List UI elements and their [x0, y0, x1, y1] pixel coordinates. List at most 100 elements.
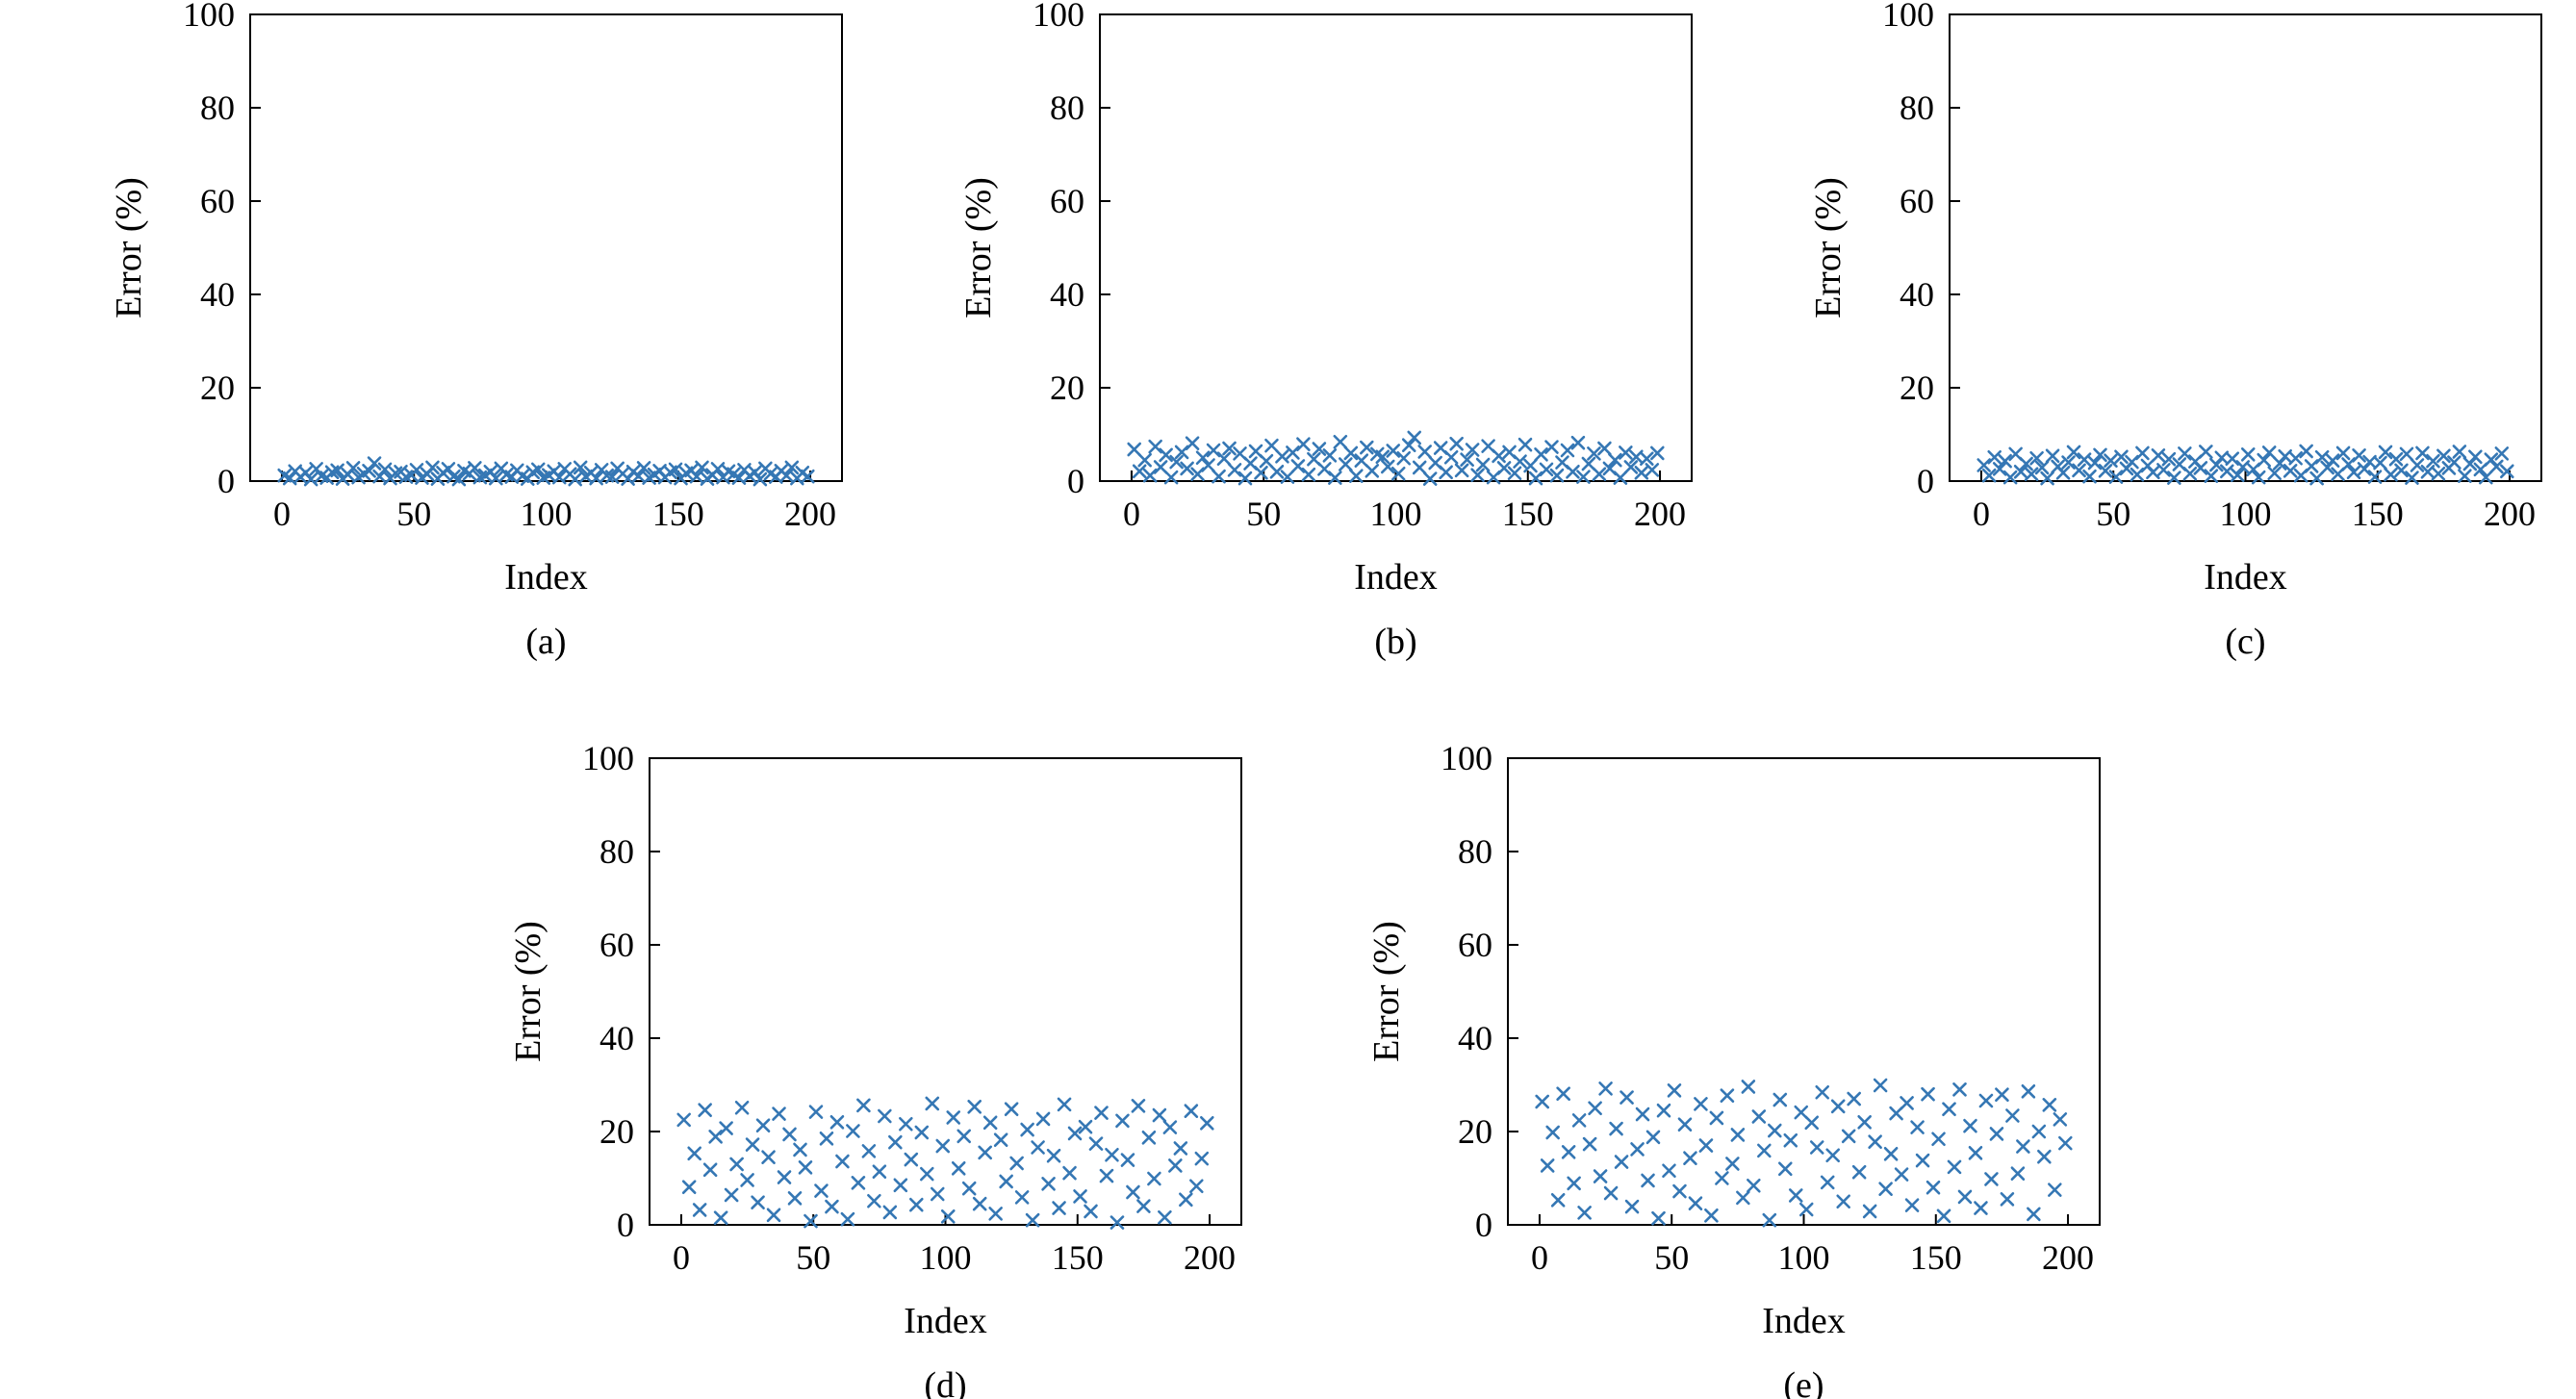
scatter-marker: [1751, 1109, 1767, 1124]
y-tick-label: 40: [1458, 1019, 1492, 1057]
data-points: [1535, 1078, 2073, 1228]
scatter-marker: [1094, 1106, 1109, 1120]
y-axis-label: Error (%): [1366, 921, 1407, 1062]
scatter-marker: [935, 1138, 951, 1154]
scatter-marker: [2204, 469, 2219, 483]
scatter-marker: [1900, 1096, 1914, 1110]
scatter-marker: [1105, 1147, 1119, 1162]
scatter-marker: [1115, 1113, 1130, 1129]
scatter-marker: [1375, 449, 1390, 465]
scatter-marker: [1131, 1099, 1146, 1113]
scatter-marker: [2267, 466, 2283, 481]
scatter-marker: [867, 1193, 881, 1208]
scatter-plot-c: 0 20 40 60 80 100 0 50 100 150 200 Error (%) Index: [1808, 0, 2542, 598]
scatter-marker: [2426, 453, 2440, 469]
scatter-marker: [1067, 1126, 1083, 1141]
scatter-marker: [2040, 471, 2054, 486]
scatter-marker: [751, 1195, 765, 1210]
scatter-marker: [1614, 1155, 1629, 1169]
scatter-marker: [1981, 468, 1997, 483]
scatter-marker: [303, 471, 319, 487]
scatter-marker: [1328, 471, 1342, 485]
scatter-marker: [2055, 465, 2071, 480]
chart-caption-e: (e): [1783, 1365, 1824, 1399]
scatter-marker: [829, 1115, 845, 1130]
scatter-marker: [1544, 440, 1559, 454]
scatter-marker: [1158, 1209, 1172, 1225]
scatter-marker: [878, 1108, 892, 1124]
scatter-marker: [825, 1199, 839, 1214]
scatter-marker: [1683, 1151, 1697, 1165]
y-tick-label: 80: [1458, 832, 1492, 871]
scatter-marker: [468, 461, 482, 475]
scatter-marker: [1878, 1182, 1893, 1196]
scatter-marker: [2072, 463, 2086, 478]
scatter-marker: [1804, 1115, 1820, 1131]
scatter-marker: [1201, 458, 1215, 472]
y-tick-label: 60: [1900, 182, 1934, 220]
y-axis-label: Error (%): [109, 177, 149, 318]
scatter-marker: [604, 470, 620, 484]
plot-frame: [1507, 757, 2101, 1226]
scatter-marker: [676, 1112, 691, 1128]
scatter-marker: [2410, 458, 2425, 472]
scatter-marker: [1587, 446, 1601, 461]
scatter-marker: [367, 456, 382, 471]
scatter-marker: [1380, 459, 1395, 474]
scatter-marker: [1275, 448, 1289, 464]
scatter-marker: [2225, 451, 2240, 467]
scatter-marker: [808, 1105, 824, 1119]
x-tick-label: 150: [2352, 495, 2404, 533]
scatter-marker: [919, 1166, 934, 1182]
scatter-marker: [1343, 445, 1359, 461]
scatter-marker: [2027, 1207, 2041, 1222]
scatter-marker: [1159, 447, 1173, 463]
scatter-marker: [904, 1152, 919, 1167]
scatter-marker: [1523, 458, 1538, 473]
scatter-marker: [1127, 442, 1141, 457]
chart-c: 0 20 40 60 80 100 0 50 100 150 200 Error (%) Index (…: [1796, 0, 2556, 683]
y-tick-label: 60: [200, 182, 235, 220]
scatter-marker: [793, 1142, 807, 1157]
scatter-marker: [1322, 448, 1338, 463]
scatter-marker: [1989, 1127, 2004, 1141]
scatter-marker: [2468, 449, 2483, 465]
scatter-marker: [1020, 1122, 1034, 1137]
scatter-marker: [846, 1124, 860, 1138]
y-tick-label: 20: [1900, 369, 1934, 407]
scatter-marker: [814, 1183, 829, 1198]
scatter-marker: [1957, 1189, 1973, 1205]
scatter-marker: [1254, 465, 1268, 480]
scatter-marker: [1099, 1168, 1114, 1183]
scatter-marker: [2378, 445, 2393, 460]
scatter-marker: [1656, 1103, 1671, 1118]
scatter-marker: [2399, 446, 2414, 462]
y-tick-label: 80: [1900, 89, 1934, 127]
x-tick-label: 200: [2042, 1238, 2094, 1277]
scatter-marker: [1046, 1148, 1061, 1163]
scatter-marker: [1619, 445, 1633, 460]
scatter-marker: [1730, 1128, 1746, 1142]
scatter-marker: [993, 1132, 1008, 1148]
y-tick-label: 20: [1458, 1112, 1492, 1151]
x-tick-label: 150: [1910, 1238, 1962, 1277]
scatter-marker: [2261, 445, 2277, 460]
scatter-marker: [861, 1144, 877, 1158]
chart-e: 0 20 40 60 80 100 0 50 100 150 200 Error (%) Index (…: [1354, 739, 2114, 1399]
scatter-marker: [1777, 1161, 1793, 1177]
scatter-marker: [489, 471, 503, 486]
plot-frame: [649, 757, 1242, 1226]
scatter-marker: [1496, 461, 1512, 475]
data-points: [1977, 444, 2514, 486]
y-tick-label: 40: [1900, 275, 1934, 314]
scatter-marker: [1550, 1192, 1566, 1208]
scatter-marker: [930, 1186, 945, 1202]
x-tick-label: 0: [673, 1238, 690, 1277]
scatter-marker: [2016, 1139, 2030, 1154]
y-tick-label: 0: [1475, 1206, 1492, 1244]
scatter-marker: [1513, 454, 1527, 469]
scatter-marker: [1057, 1097, 1072, 1112]
scatter-marker: [2283, 464, 2298, 478]
scatter-marker: [1211, 469, 1226, 484]
y-tick-label: 80: [599, 832, 634, 871]
